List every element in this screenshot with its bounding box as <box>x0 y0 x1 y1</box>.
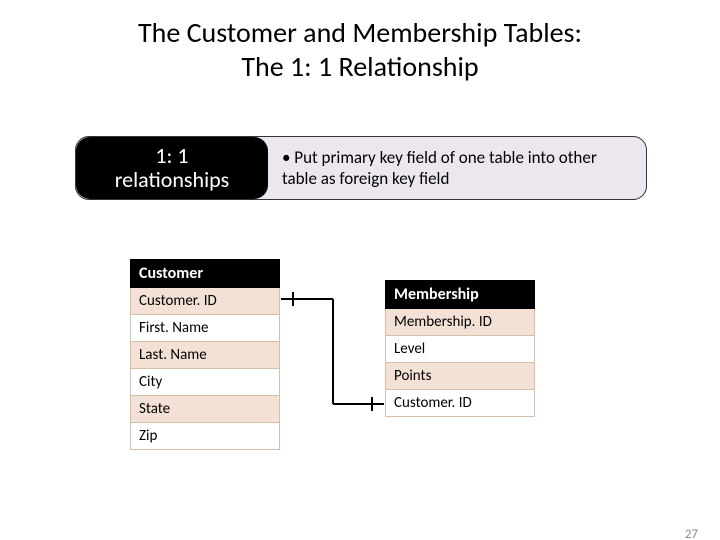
info-bullet: • Put primary key field of one table int… <box>282 147 646 190</box>
page-number: 27 <box>685 527 698 540</box>
slide-title: The Customer and Membership Tables: The … <box>40 16 680 83</box>
table-row: First. Name <box>130 315 280 342</box>
relationship-pill: 1: 1 relationships <box>76 137 268 199</box>
table-row: Customer. ID <box>130 288 280 315</box>
pill-line-2: relationships <box>76 168 268 192</box>
info-bar: 1: 1 relationships • Put primary key fie… <box>75 136 647 200</box>
table-row: Zip <box>130 423 280 450</box>
pill-line-1: 1: 1 <box>76 144 268 168</box>
table-row: Level <box>385 336 535 363</box>
customer-table: Customer Customer. ID First. Name Last. … <box>130 259 280 450</box>
table-row: Last. Name <box>130 342 280 369</box>
title-line-2: The 1: 1 Relationship <box>241 49 478 84</box>
membership-table: Membership Membership. ID Level Points C… <box>385 280 535 417</box>
membership-header: Membership <box>385 280 535 309</box>
table-row: State <box>130 396 280 423</box>
customer-header: Customer <box>130 259 280 288</box>
relationship-connector-icon <box>0 16 720 540</box>
table-row: Customer. ID <box>385 390 535 417</box>
table-row: Points <box>385 363 535 390</box>
title-line-1: The Customer and Membership Tables: <box>138 15 582 50</box>
table-row: City <box>130 369 280 396</box>
table-row: Membership. ID <box>385 309 535 336</box>
